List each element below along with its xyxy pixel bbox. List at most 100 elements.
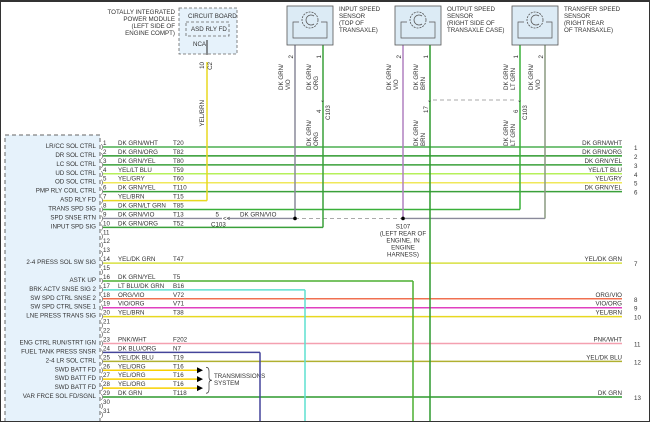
wire-color-label: DK GRN/YEL (118, 185, 156, 192)
sensor-wire-label: ORG (313, 132, 320, 146)
sensor-wire-label: BRN (420, 77, 427, 90)
pin-number: 18 (103, 292, 110, 299)
right-connector-number: 2 (634, 154, 638, 161)
pin-number: 24 (103, 345, 110, 352)
gear-icon (409, 11, 427, 29)
sensor-body-icon (517, 21, 553, 39)
wire-color-label: VIO/ORG (118, 301, 145, 308)
right-connector-number: 5 (634, 181, 638, 188)
sensor-pin-number: 2 (538, 54, 545, 58)
sensor-wire-label: DK GRN/ (278, 64, 285, 90)
splice-location: (LEFT REAR OF (380, 230, 427, 237)
nca-label: NCA (193, 41, 207, 48)
pin-number: 23 (103, 336, 110, 343)
right-connector-number: 1 (634, 145, 638, 152)
sensor-body-icon (292, 21, 328, 39)
pin-connector-icon: ) (101, 295, 103, 302)
circuit-id: T110 (173, 185, 187, 192)
splice-location: ENGINE (391, 244, 415, 251)
pin-function-label: INPUT SPD SIG (51, 223, 96, 230)
pin-number: 29 (103, 390, 110, 397)
pin-connector-icon: ) (101, 179, 103, 186)
right-wire-label: YEL/GRY (595, 176, 622, 183)
sensor-name: TRANSAXLE CASE) (447, 27, 504, 34)
gear-icon (526, 11, 544, 29)
pin-connector-icon: ) (101, 331, 103, 338)
sensor-name: SENSOR (564, 13, 591, 20)
sensor-element-icon (413, 14, 423, 26)
pin-connector-icon: ) (101, 286, 103, 293)
sensor-pin-number: 2 (396, 54, 403, 58)
splice-location: HARNESS) (387, 251, 419, 258)
circuit-id: T85 (173, 203, 184, 210)
sensor-pin-number: 1 (423, 54, 430, 58)
pin-connector-icon: ) (101, 224, 103, 231)
arrow-icon (197, 376, 203, 383)
sensor-wire-label: DK GRN/ (306, 64, 313, 90)
circuit-id: V71 (173, 301, 185, 308)
relay-label: ASD RLY FD (191, 26, 227, 33)
circuit-id: T47 (173, 256, 184, 263)
sensor-pin-number: 2 (288, 54, 295, 58)
pin-connector-icon: ) (101, 349, 103, 356)
sensor-wire-label: DK GRN/ (503, 120, 510, 146)
pin-function-label: TRANS SPD SIG (48, 206, 96, 213)
right-connector-number: 9 (634, 306, 638, 313)
right-wire-label: ORG/VIO (596, 292, 623, 299)
pin-connector-icon: ) (101, 402, 103, 409)
wire-color-label: PNK/WHT (118, 336, 147, 343)
connector-icon: ⌄ (427, 97, 432, 104)
pin-connector-icon: ) (101, 251, 103, 258)
circuit-id: T5 (173, 274, 181, 281)
circuit-id: V72 (173, 292, 185, 299)
pin-function-label: DR SOL CTRL (55, 152, 96, 159)
circuit-id: T60 (173, 176, 184, 183)
pin-function-label: SWD BATT FD (55, 384, 97, 391)
tipm-connector: C2 (207, 61, 214, 69)
pin-number: 21 (103, 319, 110, 326)
pin-function-label: SW SPD CTRL SNSE 2 (30, 295, 96, 302)
wire-color-label: DK GRN/VIO (118, 211, 155, 218)
circuit-id: T16 (173, 372, 184, 379)
sensor-name: TRANSFER SPEED (564, 6, 621, 13)
circuit-id: T16 (173, 363, 184, 370)
circuit-id: T38 (173, 310, 184, 317)
inline-connector-icon: << (223, 215, 231, 222)
gear-icon (301, 11, 319, 29)
right-wire-label: YEL/LT BLU (588, 167, 622, 174)
pin-number: 6 (103, 185, 107, 192)
pin-number: 9 (103, 211, 107, 218)
tipm-title: POWER MODULE (123, 16, 175, 23)
pin-function-label: UD SOL CTRL (55, 170, 96, 177)
tipm-box (178, 7, 238, 55)
sensor-pin-number: 1 (316, 54, 323, 58)
pin-connector-icon: ) (101, 206, 103, 213)
sensor-wire-label: DK GRN/ (528, 64, 535, 90)
pin-number: 11 (103, 229, 110, 236)
right-connector-number: 11 (634, 341, 641, 348)
right-wire-label: DK GRN/WHT (582, 140, 622, 147)
connector-pin-number: 17 (423, 106, 430, 113)
pin-number: 8 (103, 203, 107, 210)
pin-function-label: 2-4 PRESS SOL SW SIG (26, 259, 96, 266)
splice-location: ENGINE, IN (386, 237, 419, 244)
right-wire-label: PNK/WHT (593, 336, 622, 343)
circuit-id: T118 (173, 390, 187, 397)
sensor-name: (TOP OF (339, 20, 364, 27)
pin-connector-icon: ) (101, 304, 103, 311)
right-wire-label: DK GRN/YEL (585, 185, 623, 192)
wire-color-label: YEL/DK GRN (118, 256, 155, 263)
wire-color-label: YEL/ORG (118, 363, 146, 370)
wire-color-label: YEL/DK BLU (118, 354, 154, 361)
pin-function-label: ASTK UP (70, 277, 96, 284)
pin-connector-icon: ) (101, 358, 103, 365)
sensor-wire-label: DK GRN/ (503, 64, 510, 90)
pin-function-label: LR/CC SOL CTRL (46, 143, 97, 150)
pin-number: 3 (103, 158, 107, 165)
right-connector-number: 6 (634, 190, 638, 197)
circuit-id: F202 (173, 336, 188, 343)
pin-connector-icon: ) (101, 313, 103, 320)
pin-number: 28 (103, 381, 110, 388)
right-wire-label: DK GRN/ORG (582, 149, 622, 156)
sensor-wire-label: LT GRN (510, 68, 517, 90)
